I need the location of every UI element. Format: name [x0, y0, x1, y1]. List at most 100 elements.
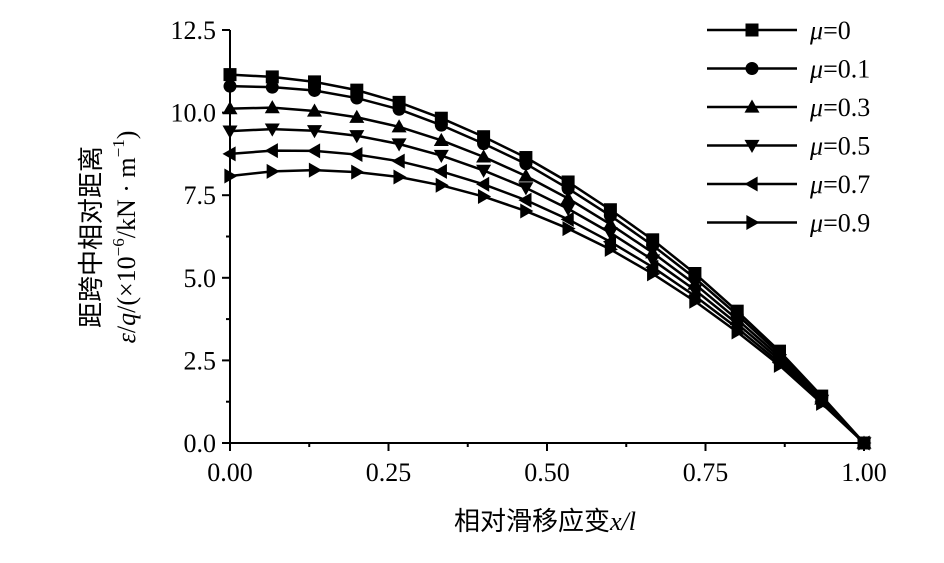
legend-item: μ=0.5 [707, 132, 870, 161]
legend-label: μ=0.9 [809, 209, 870, 238]
data-point [476, 164, 492, 178]
series-4 [222, 143, 870, 451]
data-point [647, 266, 661, 282]
y-tick-label: 12.5 [171, 16, 217, 45]
data-point [435, 177, 449, 193]
series-layer [222, 68, 872, 451]
data-point [391, 153, 405, 169]
legend-value: =0.3 [823, 93, 870, 122]
y-tick-label: 2.5 [184, 346, 217, 375]
data-point [222, 146, 236, 162]
data-point [307, 143, 321, 159]
series-line [229, 127, 865, 444]
data-point [223, 68, 237, 82]
y-tick-label: 0.0 [184, 429, 217, 458]
data-point [602, 234, 617, 250]
legend-symbol: μ [809, 132, 823, 161]
data-point [645, 254, 661, 268]
data-point [264, 123, 280, 137]
legend-item: μ=0.7 [707, 170, 870, 199]
series-3 [222, 123, 872, 451]
data-point [604, 241, 618, 257]
x-axis-label-var: x/l [609, 507, 636, 536]
data-point [391, 119, 407, 133]
data-point [266, 163, 280, 179]
data-point [393, 169, 407, 185]
legend-item: μ=0.9 [707, 209, 870, 238]
x-axis-label-prefix: 相对滑移应变 [454, 507, 610, 536]
data-point [561, 182, 575, 196]
data-point [308, 83, 322, 97]
x-tick-label: 1.00 [841, 458, 887, 487]
series-line [229, 73, 865, 444]
data-point [307, 103, 323, 117]
data-point [858, 435, 872, 451]
data-point [562, 221, 576, 237]
legend-label: μ=0.1 [809, 55, 870, 84]
data-point [603, 209, 617, 223]
data-point [349, 109, 365, 123]
x-axis-label: 相对滑移应变x/l [454, 507, 636, 536]
data-point [350, 91, 364, 105]
data-point [307, 125, 323, 139]
legend-item: μ=0.1 [707, 55, 870, 84]
data-point [519, 157, 533, 171]
legend-marker [745, 23, 759, 37]
series-line [229, 168, 865, 444]
legend-symbol: μ [809, 93, 823, 122]
y-label-exp: −6 [109, 238, 128, 256]
data-point [602, 227, 618, 241]
legend-marker [744, 99, 760, 113]
legend-symbol: μ [809, 209, 823, 238]
legend-marker [744, 139, 760, 153]
data-point [223, 79, 237, 93]
legend-label: μ=0.5 [809, 132, 870, 161]
legend-value: =0.5 [823, 132, 870, 161]
data-point [264, 143, 278, 159]
data-point [391, 138, 407, 152]
y-label-slash: / [112, 325, 141, 333]
data-point [560, 211, 574, 227]
data-point [264, 100, 280, 114]
x-tick-label: 0.25 [366, 458, 412, 487]
data-point [816, 395, 830, 411]
legend-value: =0.9 [823, 209, 870, 238]
data-point [476, 149, 492, 163]
y-axis-label-line1: 距跨中相对距离 [77, 146, 106, 328]
series-line [229, 84, 865, 444]
data-point [518, 192, 532, 208]
y-label-eps: ε [112, 332, 141, 343]
legend-symbol: μ [809, 55, 823, 84]
x-tick-label: 0.00 [207, 458, 253, 487]
series-5 [224, 162, 872, 451]
y-label-rest: /(×10 [112, 256, 141, 313]
series-line [229, 149, 865, 444]
data-point [308, 162, 323, 178]
legend-marker [744, 176, 758, 192]
y-tick-label: 5.0 [184, 264, 217, 293]
legend-item: μ=0 [707, 16, 851, 45]
data-point [224, 168, 238, 184]
data-point [349, 147, 363, 163]
y-label-close: ) [112, 131, 141, 140]
legend-label: μ=0.7 [809, 170, 870, 199]
data-point [602, 216, 618, 230]
legend-symbol: μ [809, 170, 823, 199]
data-point [433, 149, 449, 164]
legend-label: μ=0 [809, 16, 851, 45]
legend-label: μ=0.3 [809, 93, 870, 122]
y-tick-label: 10.0 [171, 99, 217, 128]
data-point [477, 137, 491, 151]
y-tick-label: 7.5 [184, 181, 217, 210]
legend-marker [745, 62, 759, 75]
data-point [773, 357, 787, 373]
data-point [433, 163, 447, 179]
series-line [229, 106, 865, 444]
y-label-q: q [112, 313, 141, 326]
data-point [518, 182, 534, 196]
x-tick-label: 0.75 [683, 458, 729, 487]
data-point [476, 176, 490, 192]
data-point [222, 125, 238, 139]
data-point [477, 189, 492, 205]
